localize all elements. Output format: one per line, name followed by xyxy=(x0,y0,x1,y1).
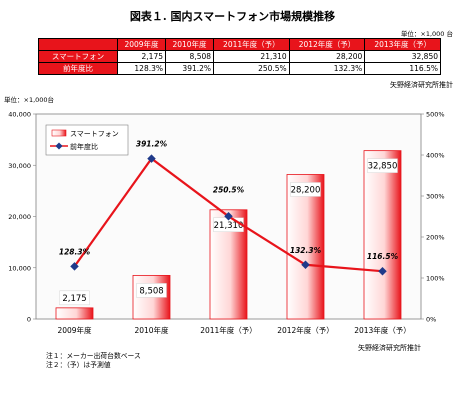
table-row-yoy: 前年度比 128.3% 391.2% 250.5% 132.3% 116.5% xyxy=(38,62,441,75)
bar-label-box xyxy=(136,283,167,298)
y2-tick-label: 0% xyxy=(426,316,436,324)
table-cell: 128.3% xyxy=(116,62,167,75)
note-line: 注２：（予）は予測値 xyxy=(46,361,111,369)
legend-bar-swatch xyxy=(51,129,67,137)
y-tick-label: 30,000 xyxy=(8,162,31,170)
bar-label-box xyxy=(59,290,90,306)
table-header: 2009年度 xyxy=(116,38,167,51)
y-tick-label: 20,000 xyxy=(8,213,31,221)
table-unit-label: 単位：×1,000 台 xyxy=(400,30,453,38)
line-value-label: 116.5% xyxy=(367,252,399,261)
bar-label-box xyxy=(367,158,398,173)
bar-value-label: 21,310 xyxy=(214,221,244,231)
legend-label-bar: スマートフォン xyxy=(70,130,119,138)
y-tick-label: 10,000 xyxy=(8,264,31,272)
line-marker xyxy=(224,212,233,221)
bar-value-label: 2,175 xyxy=(62,294,86,304)
y2-tick-label: 500% xyxy=(426,111,445,119)
bar xyxy=(55,307,94,320)
x-tick-label: 2011年度（予） xyxy=(200,325,257,335)
chart-unit-label: 単位：×1,000台 xyxy=(4,95,54,104)
line-value-label: 128.3% xyxy=(59,247,91,256)
table-header: 2010年度 xyxy=(165,38,215,51)
figure-title: 図表１. 国内スマートフォン市場規模推移 xyxy=(129,10,336,23)
market-size-chart: 単位：×1,000台 0 10,000 20,000 30,000 40,000 0% 1… xyxy=(4,95,445,352)
table-cell: 8,508 xyxy=(165,50,215,63)
y-tick-label: 0 xyxy=(27,316,31,324)
line-value-label: 132.3% xyxy=(290,246,322,255)
line-marker xyxy=(70,262,79,271)
notes: 注１：メーカー出荷台数ベース 注２：（予）は予測値 xyxy=(46,352,141,370)
line-value-label: 250.5% xyxy=(213,185,245,194)
table-header: 2011年度（予） xyxy=(213,38,290,51)
y-axis: 0 10,000 20,000 30,000 40,000 xyxy=(8,111,36,324)
x-tick-label: 2013年度（予） xyxy=(354,325,411,335)
table-cell: 250.5% xyxy=(213,62,290,75)
summary-table: 2009年度 2010年度 2011年度（予） 2012年度（予） 2013年度… xyxy=(38,38,441,75)
bar xyxy=(286,174,325,320)
legend-marker xyxy=(55,142,63,150)
line-value-label: 391.2% xyxy=(136,140,168,149)
table-row-smartphone: スマートフォン 2,175 8,508 21,310 28,200 32,850 xyxy=(38,50,441,63)
x-tick-label: 2012年度（予） xyxy=(277,325,334,335)
table-cell: 391.2% xyxy=(165,62,215,75)
y2-tick-label: 300% xyxy=(426,193,445,201)
line-series: 128.3% 391.2% 250.5% 132.3% 116.5% xyxy=(59,140,399,276)
table-cell: 116.5% xyxy=(364,62,441,75)
row-label: スマートフォン xyxy=(38,50,118,63)
line-marker xyxy=(301,260,310,269)
y2-tick-label: 400% xyxy=(426,152,445,160)
table-cell: 28,200 xyxy=(288,50,366,63)
row-label: 前年度比 xyxy=(38,62,118,75)
chart-source-label: 矢野経済研究所推計 xyxy=(358,343,421,352)
table-source-label: 矢野経済研究所推計 xyxy=(390,81,453,89)
line-marker xyxy=(378,266,387,276)
x-axis: 2009年度 2010年度 2011年度（予） 2012年度（予） 2013年度（予） xyxy=(57,325,410,335)
table-cell: 32,850 xyxy=(364,50,441,63)
table-corner-cell xyxy=(38,38,118,51)
table-cell: 21,310 xyxy=(213,50,290,63)
table-header: 2012年度（予） xyxy=(288,38,366,51)
y2-tick-label: 200% xyxy=(426,234,445,242)
x-tick-label: 2009年度 xyxy=(57,325,92,335)
note-line: 注１：メーカー出荷台数ベース xyxy=(46,352,141,360)
table-cell: 132.3% xyxy=(288,62,366,75)
table-cell: 2,175 xyxy=(116,50,167,63)
x-tick-label: 2010年度 xyxy=(134,325,169,335)
bar-value-label: 8,508 xyxy=(139,286,163,296)
y2-tick-label: 100% xyxy=(426,275,445,283)
table-header: 2013年度（予） xyxy=(364,38,441,51)
bar-label-box xyxy=(290,182,321,197)
bar xyxy=(363,150,402,320)
bar-series: 2,175 8,508 21,310 28,200 32,850 xyxy=(55,150,402,320)
bar-value-label: 28,200 xyxy=(291,185,321,195)
bar-value-label: 32,850 xyxy=(368,162,398,172)
y-tick-label: 40,000 xyxy=(8,111,31,119)
legend: スマートフォン 前年度比 xyxy=(45,124,129,156)
y2-axis: 0% 100% 200% 300% 400% 500% xyxy=(421,111,445,324)
legend-label-line: 前年度比 xyxy=(70,142,98,151)
